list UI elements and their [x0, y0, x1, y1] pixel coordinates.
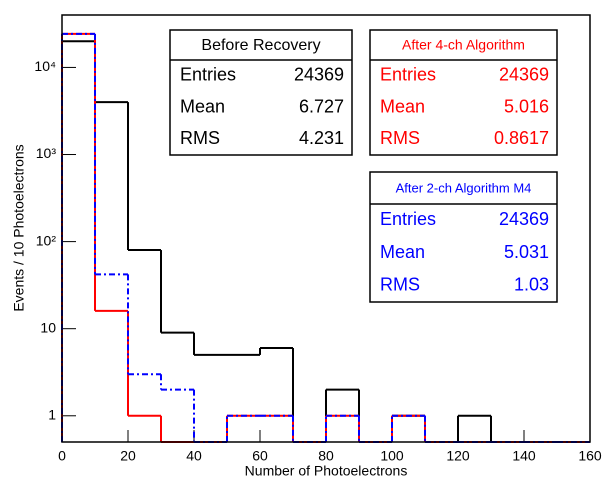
- stats-title: After 4-ch Algorithm: [402, 37, 525, 53]
- x-tick-label: 80: [318, 448, 334, 464]
- y-axis-label: Events / 10 Photoelectrons: [11, 144, 27, 311]
- stats-value: 5.031: [504, 242, 549, 262]
- x-axis-label: Number of Photoelectrons: [245, 463, 408, 479]
- stats-value: 24369: [499, 209, 549, 229]
- x-tick-label: 100: [380, 448, 404, 464]
- y-tick-label: 10³: [36, 145, 57, 161]
- x-tick-label: 140: [512, 448, 536, 464]
- stats-name: Mean: [380, 96, 425, 116]
- y-tick-label: 10⁴: [34, 58, 56, 74]
- stats-value: 24369: [499, 65, 549, 85]
- stats-value: 0.8617: [494, 128, 549, 148]
- stats-name: RMS: [380, 274, 420, 294]
- x-tick-label: 60: [252, 448, 268, 464]
- stats-value: 24369: [294, 65, 344, 85]
- stats-value: 1.03: [514, 274, 549, 294]
- stats-value: 5.016: [504, 96, 549, 116]
- stats-name: Entries: [380, 65, 436, 85]
- y-tick-label: 1: [48, 406, 56, 422]
- x-tick-label: 120: [446, 448, 470, 464]
- plot-frame: [61, 14, 591, 443]
- stats-box: [369, 171, 558, 303]
- x-tick-label: 0: [58, 448, 66, 464]
- stats-name: RMS: [380, 128, 420, 148]
- stats-name: Entries: [380, 209, 436, 229]
- x-tick-label: 160: [578, 448, 602, 464]
- stats-box: [369, 29, 558, 156]
- stats-name: Mean: [380, 242, 425, 262]
- x-tick-label: 20: [120, 448, 136, 464]
- y-tick-label: 10: [40, 319, 56, 335]
- stats-value: 4.231: [299, 128, 344, 148]
- x-tick-label: 40: [186, 448, 202, 464]
- stats-value: 6.727: [299, 96, 344, 116]
- stats-title: Before Recovery: [201, 37, 320, 54]
- stats-name: RMS: [180, 128, 220, 148]
- stats-name: Entries: [180, 65, 236, 85]
- stats-box: [169, 29, 353, 156]
- stats-title: After 2-ch Algorithm M4: [396, 180, 532, 195]
- stats-name: Mean: [180, 96, 225, 116]
- y-tick-label: 10²: [36, 232, 57, 248]
